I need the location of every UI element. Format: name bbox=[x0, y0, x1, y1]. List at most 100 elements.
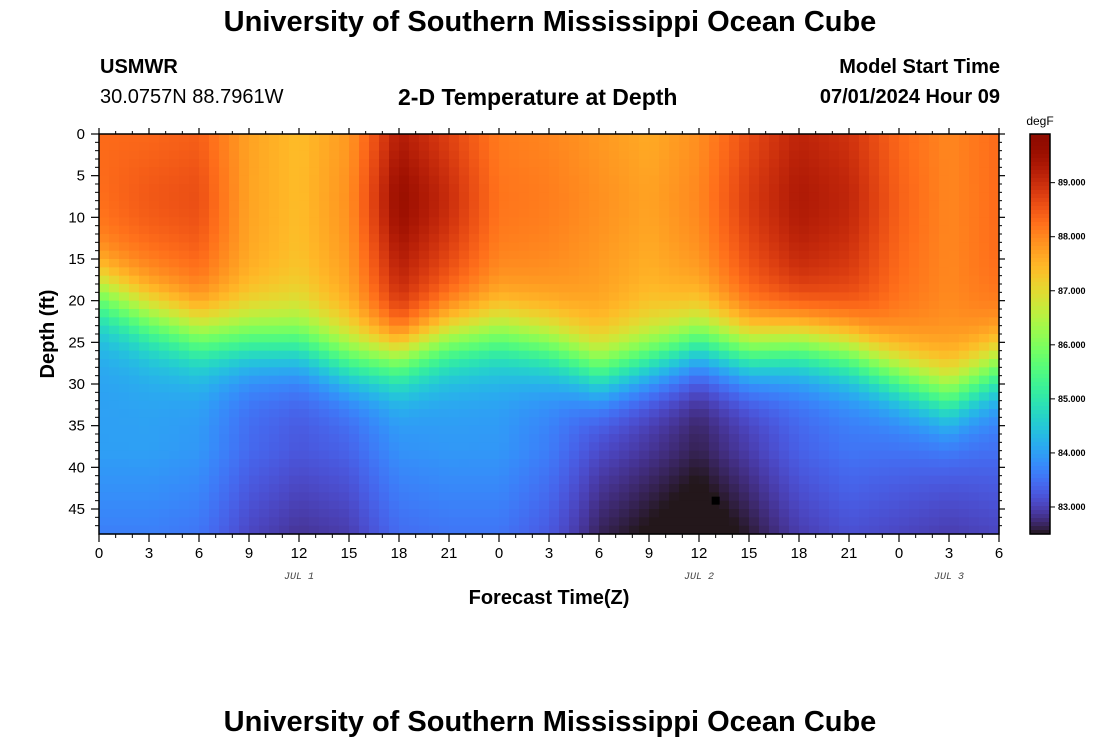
heatmap-cell bbox=[799, 425, 810, 435]
heatmap-cell bbox=[679, 292, 690, 302]
heatmap-cell bbox=[159, 509, 170, 518]
heatmap-cell bbox=[779, 475, 790, 485]
heatmap-cell bbox=[839, 150, 850, 160]
heatmap-cell bbox=[919, 392, 930, 402]
heatmap-cell bbox=[709, 209, 720, 218]
heatmap-cell bbox=[939, 509, 950, 518]
heatmap-cell bbox=[839, 500, 850, 510]
date-label: JUL 1 bbox=[284, 572, 314, 583]
heatmap-cell bbox=[199, 175, 210, 185]
heatmap-cell bbox=[839, 325, 850, 335]
heatmap-cell bbox=[789, 275, 800, 285]
heatmap-cell bbox=[129, 192, 140, 202]
heatmap-cell bbox=[629, 467, 640, 477]
heatmap-cell bbox=[869, 292, 880, 302]
heatmap-cell bbox=[239, 400, 250, 410]
heatmap-cell bbox=[669, 309, 680, 318]
heatmap-cell bbox=[309, 200, 320, 210]
heatmap-cell bbox=[559, 300, 570, 310]
heatmap-cell bbox=[679, 400, 690, 410]
heatmap-cell bbox=[989, 450, 1000, 460]
heatmap-cell bbox=[419, 492, 430, 502]
heatmap-cell bbox=[649, 225, 660, 235]
heatmap-cell bbox=[589, 150, 600, 160]
heatmap-cell bbox=[199, 367, 210, 377]
heatmap-cell bbox=[249, 417, 260, 427]
heatmap-cell bbox=[699, 367, 710, 377]
heatmap-cell bbox=[779, 150, 790, 160]
heatmap-cell bbox=[469, 217, 480, 227]
heatmap-cell bbox=[549, 492, 560, 502]
colorbar-swatch bbox=[1030, 166, 1050, 171]
heatmap-cell bbox=[419, 200, 430, 210]
heatmap-cell bbox=[309, 417, 320, 427]
heatmap-cell bbox=[969, 450, 980, 460]
heatmap-cell bbox=[439, 509, 450, 518]
heatmap-cell bbox=[709, 375, 720, 385]
heatmap-cell bbox=[839, 342, 850, 352]
heatmap-cell bbox=[789, 259, 800, 268]
heatmap-cell bbox=[439, 267, 450, 277]
heatmap-cell bbox=[289, 392, 300, 402]
heatmap-cell bbox=[399, 375, 410, 385]
heatmap-cell bbox=[649, 484, 660, 493]
heatmap-cell bbox=[259, 500, 270, 510]
heatmap-cell bbox=[649, 500, 660, 510]
heatmap-cell bbox=[379, 500, 390, 510]
heatmap-cell bbox=[229, 150, 240, 160]
heatmap-cell bbox=[119, 517, 130, 527]
heatmap-cell bbox=[179, 284, 190, 293]
heatmap-cell bbox=[649, 234, 660, 243]
heatmap-cell bbox=[389, 234, 400, 243]
heatmap-cell bbox=[929, 342, 940, 352]
heatmap-cell bbox=[289, 242, 300, 252]
heatmap-cell bbox=[979, 350, 990, 360]
heatmap-cell bbox=[279, 425, 290, 435]
heatmap-cell bbox=[519, 242, 530, 252]
heatmap-cell bbox=[539, 384, 550, 393]
heatmap-cell bbox=[239, 300, 250, 310]
heatmap-cell bbox=[869, 142, 880, 152]
heatmap-cell bbox=[339, 309, 350, 318]
heatmap-cell bbox=[129, 284, 140, 293]
heatmap-cell bbox=[479, 475, 490, 485]
heatmap-cell bbox=[949, 400, 960, 410]
heatmap-cell bbox=[389, 142, 400, 152]
heatmap-cell bbox=[899, 375, 910, 385]
heatmap-cell bbox=[289, 275, 300, 285]
heatmap-cell bbox=[289, 259, 300, 268]
heatmap-cell bbox=[519, 234, 530, 243]
heatmap-cell bbox=[939, 409, 950, 418]
heatmap-cell bbox=[789, 409, 800, 418]
heatmap-cell bbox=[459, 517, 470, 527]
heatmap-cell bbox=[449, 259, 460, 268]
heatmap-cell bbox=[129, 509, 140, 518]
heatmap-cell bbox=[199, 459, 210, 468]
heatmap-cell bbox=[499, 317, 510, 327]
heatmap-cell bbox=[119, 375, 130, 385]
heatmap-cell bbox=[899, 325, 910, 335]
heatmap-cell bbox=[739, 250, 750, 260]
heatmap-cell bbox=[949, 284, 960, 293]
heatmap-cell bbox=[369, 509, 380, 518]
heatmap-cell bbox=[699, 392, 710, 402]
heatmap-cell bbox=[269, 384, 280, 393]
heatmap-cell bbox=[809, 134, 820, 143]
heatmap-cell bbox=[699, 334, 710, 343]
heatmap-cell bbox=[729, 325, 740, 335]
heatmap-cell bbox=[509, 384, 520, 393]
heatmap-cell bbox=[249, 142, 260, 152]
heatmap-cell bbox=[679, 192, 690, 202]
heatmap-cell bbox=[849, 459, 860, 468]
heatmap-cell bbox=[859, 317, 870, 327]
colorbar-swatch bbox=[1030, 510, 1050, 515]
colorbar-swatch bbox=[1030, 294, 1050, 299]
heatmap-cell bbox=[439, 459, 450, 468]
heatmap-cell bbox=[439, 500, 450, 510]
heatmap-cell bbox=[679, 500, 690, 510]
heatmap-cell bbox=[229, 450, 240, 460]
colorbar-swatch bbox=[1030, 506, 1050, 511]
heatmap-cell bbox=[569, 217, 580, 227]
heatmap-cell bbox=[629, 217, 640, 227]
heatmap-cell bbox=[739, 267, 750, 277]
